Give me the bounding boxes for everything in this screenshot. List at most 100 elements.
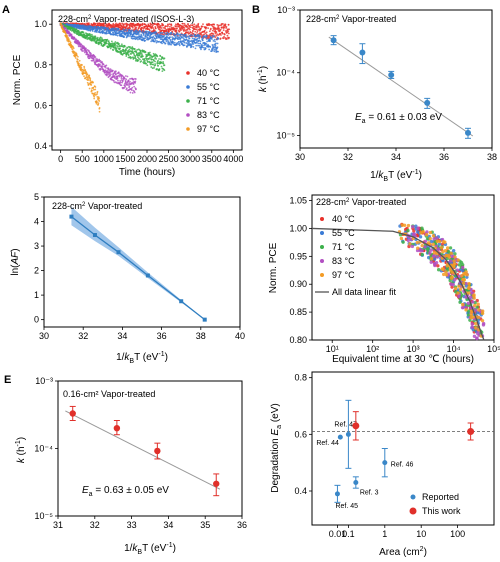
data-point [190,45,193,48]
legend-marker [320,245,324,249]
data-point [163,41,165,44]
annotation-b: Ea = 0.61 ± 0.03 eV [355,112,442,125]
data-point [207,36,210,39]
data-point [440,242,445,246]
data-point [131,26,134,29]
data-point [173,27,176,30]
data-point [453,278,457,282]
data-point [359,49,366,56]
data-point [160,31,163,34]
data-point [170,24,173,27]
data-point [122,76,125,78]
data-point [436,264,440,268]
data-point [168,42,171,44]
x-tick-label: 32 [90,520,100,530]
data-point [142,34,145,36]
data-point [153,23,156,26]
y-tick-label: 10⁻³ [35,376,53,386]
axis-ticks-f: 0.010.1 1 10 100 0.4 0.6 0.8 [294,373,465,539]
panel-b: B 30 32 34 36 38 10⁻⁵ 10⁻⁴ 10⁻³ 228-cm2 Vapor-t… [252,4,497,183]
data-point [194,30,197,33]
data-point [131,81,134,84]
x-tick-label: 3500 [202,154,222,164]
data-point [131,86,134,89]
data-point [114,72,117,74]
point-label: Ref. 46 [391,462,414,469]
data-point [183,44,186,47]
data-point [423,239,428,243]
data-point [169,40,172,42]
legend-f: Reported This work [409,492,461,516]
data-point [212,39,215,42]
data-point [219,28,222,31]
data-point [135,58,138,61]
data-b [328,35,474,139]
legend-label: 97 °C [332,270,355,280]
data-point [128,48,131,51]
y-tick-label: 0.95 [289,251,307,261]
data-point [173,41,176,44]
data-point [113,81,116,84]
data-point [152,63,155,66]
annotation-e: Ea = 0.63 ± 0.05 eV [82,485,169,498]
data-point [95,102,98,105]
data-point [226,34,229,37]
data-point [119,80,122,82]
data-point [223,26,226,29]
data-point [428,236,432,241]
point-label: Ref. 44 [316,440,339,447]
x-tick-label: 10⁵ [487,344,500,354]
y-tick-label: 0.4 [34,141,47,151]
data-point [146,64,149,67]
data-point [408,242,412,246]
data-point [143,57,146,60]
x-tick-label: 38 [487,152,497,162]
data-point [105,64,108,67]
data-point [445,264,449,268]
data-point [162,61,164,63]
data-point [111,69,114,72]
data-point [162,62,165,65]
data-point [113,26,116,28]
y-tick-label: 0.6 [294,429,307,439]
panel-a: A 0 500 1000 1500 2000 2500 3000 3500 4000 0.4 0.6… [2,4,243,178]
y-tick-label: 5 [34,192,39,202]
data-point [170,43,173,46]
data-point [214,44,217,47]
data-point [175,37,177,40]
data-point [188,28,191,31]
data-point [128,29,131,31]
data-point [472,293,476,297]
data-point [139,30,142,33]
data-point [127,79,130,82]
data-point [444,273,449,277]
data-point [226,38,228,40]
series-55c [59,22,220,54]
y-tick-label: 1.00 [289,223,307,233]
data-point [122,48,125,51]
y-tick-label: 10⁻⁴ [276,68,295,78]
data-point [129,78,131,80]
y-tick-label: 0.85 [289,307,307,317]
data-point [89,77,92,80]
data-point [142,23,144,26]
data-point [88,74,91,77]
y-tick-label: 0.8 [294,373,307,383]
x-tick-label: 1 [382,529,387,539]
data-point [83,51,86,54]
data-point [217,37,220,40]
data-point [168,25,171,28]
data-point [449,259,453,263]
data-point [66,22,69,25]
data-point [122,29,125,32]
trend-line [71,216,206,321]
data-point [153,66,155,69]
data-point [106,27,109,30]
data-point [115,47,118,50]
data-point [96,90,99,93]
data-point [97,104,99,106]
xlabel-c: 1/kBT (eV-1) [116,351,168,365]
data-point [121,81,123,84]
data-point [194,47,197,50]
data-point [154,38,157,40]
